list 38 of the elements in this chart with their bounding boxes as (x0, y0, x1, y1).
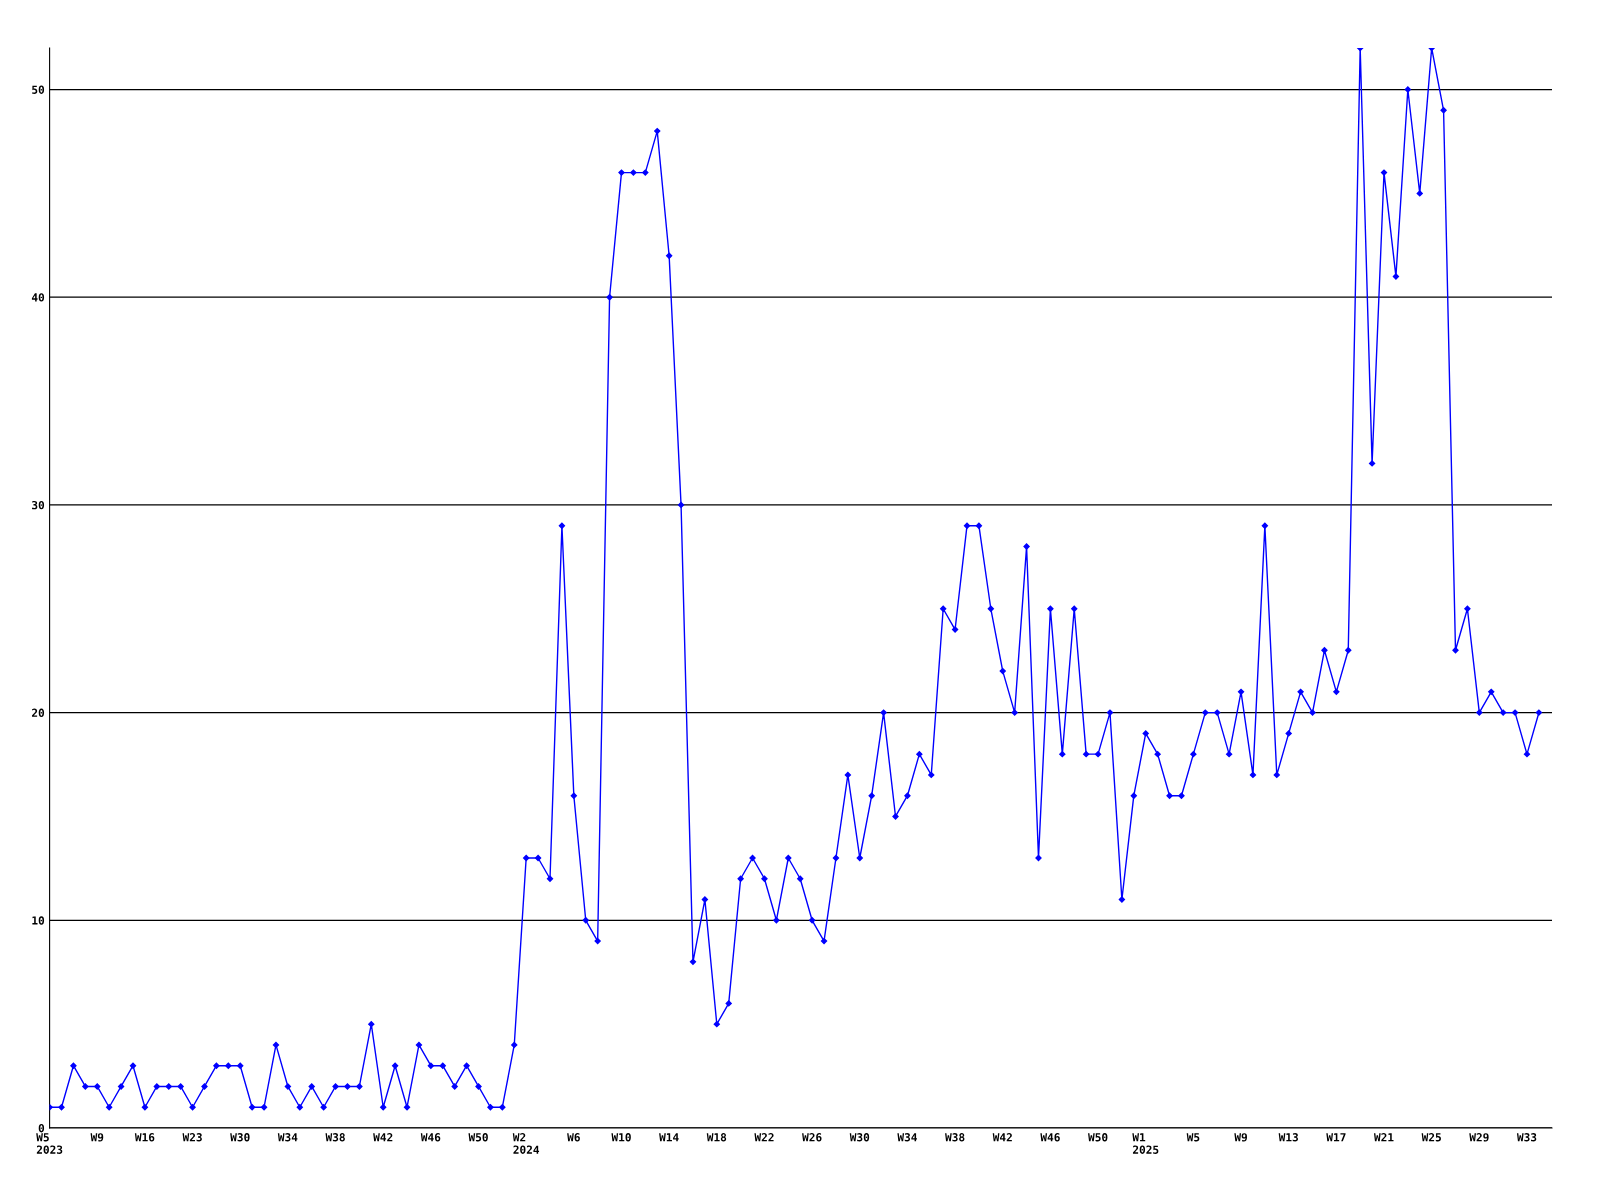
x-tick-label: W17 (1326, 1133, 1346, 1142)
x-tick-label: W13 (1278, 1133, 1299, 1142)
x-tick-label: W23 (182, 1133, 202, 1142)
x-tick-label: W16 (134, 1133, 155, 1142)
x-tick-label: W42 (992, 1133, 1012, 1142)
y-tick-label: 50 (32, 85, 45, 94)
y-tick-label: 0 (38, 1123, 45, 1133)
x-tick-label: W38 (325, 1133, 345, 1142)
x-tick-label: W34 (897, 1133, 917, 1142)
y-tick-label: 20 (31, 708, 45, 717)
x-tick-label: W42 (373, 1133, 393, 1142)
x-tick-label: W22 (754, 1133, 774, 1142)
x-tick-label: W10 (611, 1133, 631, 1142)
x-tick-label: W46 (1040, 1133, 1060, 1142)
x-tick-label: W34 (277, 1133, 298, 1142)
x-tick-label: W50 (1088, 1133, 1108, 1142)
y-tick-label: 10 (32, 916, 45, 925)
x-tick-label: W21 (1373, 1133, 1394, 1142)
x-tick-label: W29 (1469, 1133, 1489, 1142)
x-tick-label: W30 (849, 1133, 870, 1142)
x-tick-label: W6 (567, 1133, 580, 1142)
x-tick-label: W14 (659, 1133, 679, 1142)
x-tick-label: W9 (90, 1133, 104, 1142)
x-tick-label: W2 2024 (512, 1133, 540, 1154)
x-tick-label: W25 (1421, 1133, 1441, 1142)
y-tick-label: 40 (31, 293, 45, 302)
y-tick-label: 30 (32, 500, 45, 510)
x-tick-label: W18 (706, 1133, 727, 1142)
x-tick-label: W5 2023 (36, 1133, 63, 1154)
x-tick-label: W26 (802, 1133, 822, 1142)
x-tick-label: W33 (1516, 1133, 1537, 1142)
x-tick-label: W38 (945, 1133, 965, 1142)
x-tick-label: W5 (1186, 1133, 1200, 1142)
x-tick-label: W50 (468, 1133, 488, 1142)
x-tick-label: W1 2025 (1132, 1133, 1159, 1154)
x-tick-label: W46 (420, 1133, 441, 1142)
x-tick-label: W30 (230, 1133, 250, 1142)
x-tick-label: W9 (1234, 1133, 1248, 1142)
